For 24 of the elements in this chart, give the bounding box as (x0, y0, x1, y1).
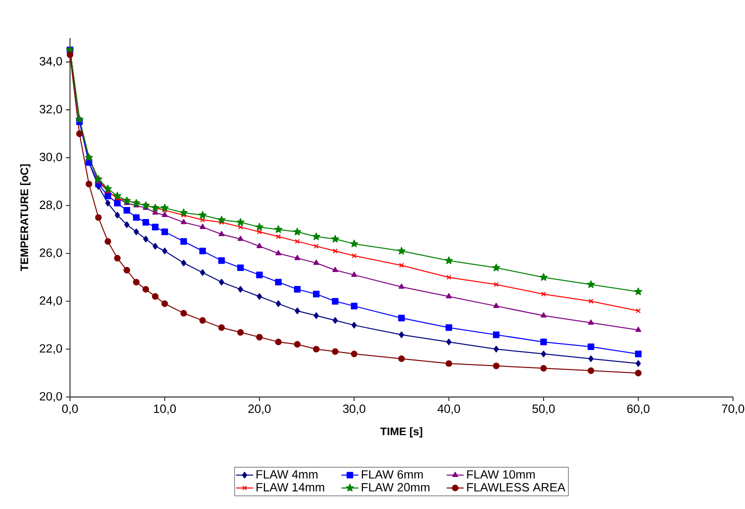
x-axis-title: TIME [s] (380, 427, 422, 438)
y-tick-label: 28,0 (40, 200, 62, 210)
legend-label: FLAW 14mm (256, 483, 324, 492)
x-tick-label: 0,0 (62, 404, 78, 414)
x-tick-label: 40,0 (438, 404, 460, 414)
y-tick-label: 32,0 (40, 104, 62, 115)
legend-label: FLAWLESS AREA (467, 483, 566, 492)
legend-label: FLAW 20mm (362, 483, 430, 492)
legend-label: FLAW 10mm (467, 470, 535, 479)
y-tick-label: 20,0 (40, 392, 62, 402)
legend-label: FLAW 4mm (256, 470, 318, 478)
x-tick-label: 70,0 (722, 404, 744, 414)
legend-label: FLAW 6mm (362, 470, 423, 479)
x-tick-label: 30,0 (342, 404, 366, 414)
y-tick-label: 22,0 (40, 344, 62, 354)
x-tick-label: 60,0 (627, 404, 650, 414)
y-tick-label: 30,0 (40, 152, 62, 163)
x-tick-label: 20,0 (248, 404, 271, 414)
y-axis-title: TEMPERATURE [oC] (20, 164, 30, 272)
y-tick-label: 34,0 (40, 56, 62, 67)
y-tick-label: 24,0 (40, 296, 62, 306)
y-tick-label: 26,0 (40, 248, 62, 258)
x-tick-label: 10,0 (154, 404, 176, 414)
x-tick-label: 50,0 (532, 404, 555, 414)
